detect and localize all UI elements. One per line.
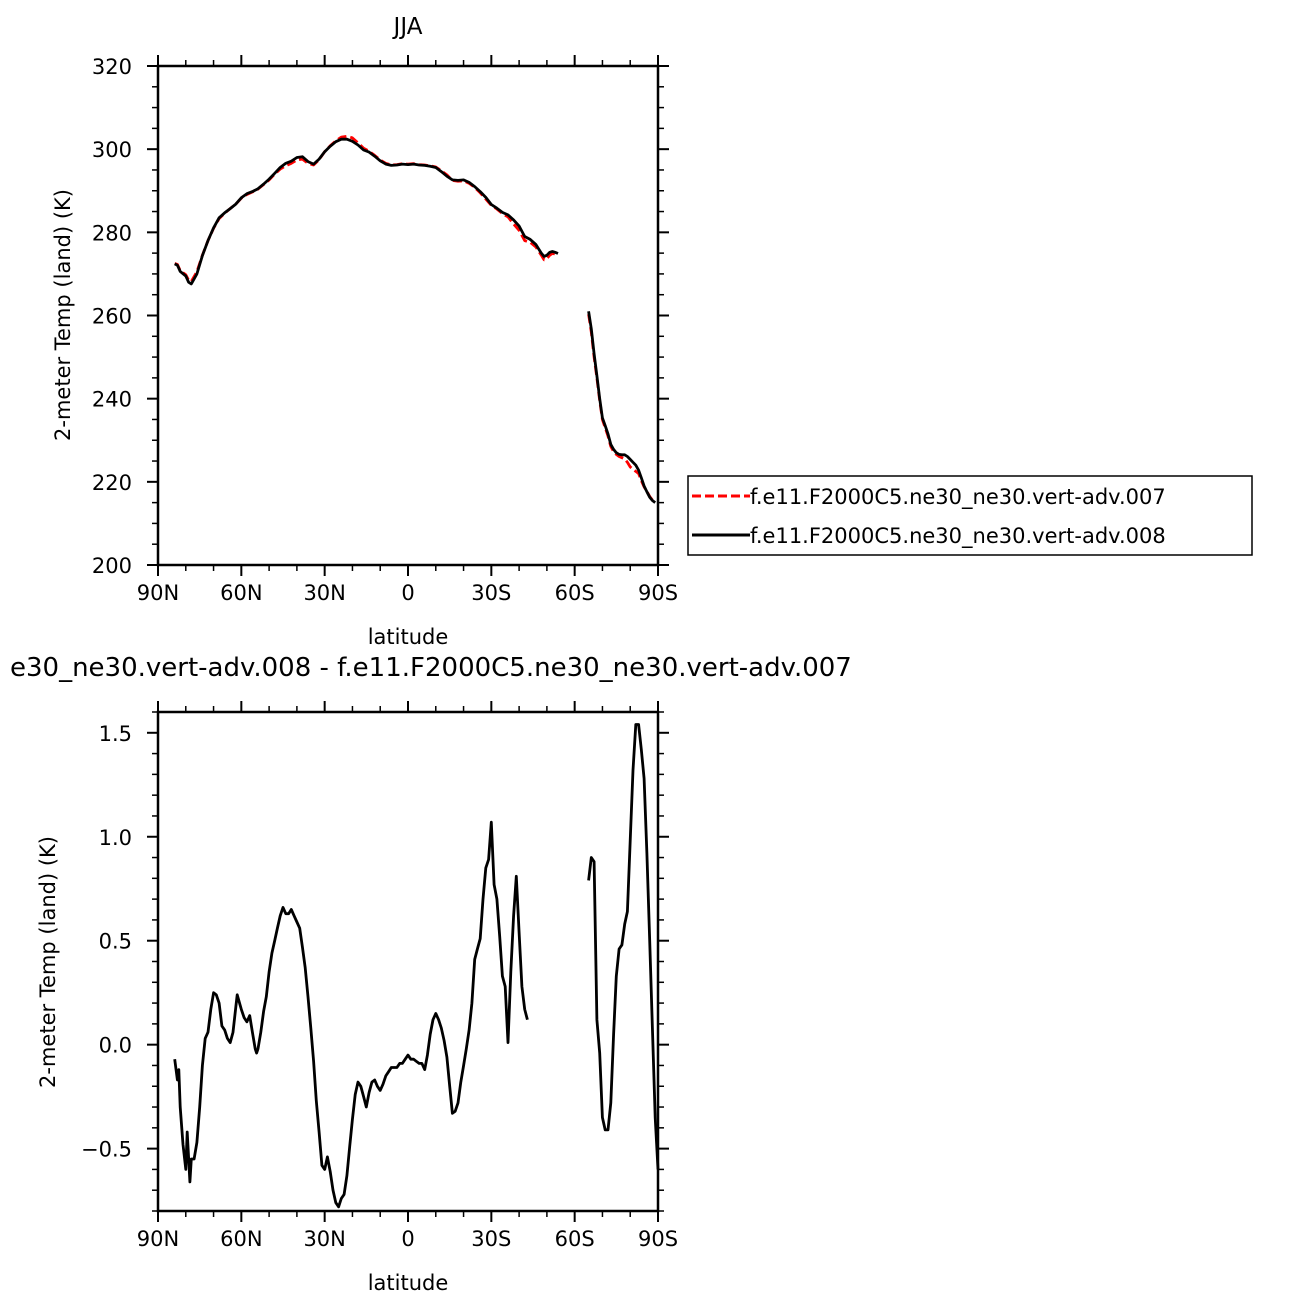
top-panel-x-tick-label: 90N <box>137 581 179 605</box>
legend-entry-008: f.e11.F2000C5.ne30_ne30.vert-adv.008 <box>750 524 1166 549</box>
bottom-panel-series-0-line-segment-1 <box>587 723 660 1170</box>
bottom-panel-y-tick-label: 0.5 <box>99 930 132 954</box>
bottom-panel-x-tick-label: 30N <box>303 1227 345 1251</box>
bottom-panel-x-tick-label: 90N <box>137 1227 179 1251</box>
bottom-panel-y-tick-label: 1.5 <box>99 722 132 746</box>
legend-box <box>687 475 1253 556</box>
top-panel-frame <box>156 64 660 567</box>
bottom-panel-y-axis-label: 2-meter Temp (land) (K) <box>36 836 60 1088</box>
top-panel-x-tick-label: 0 <box>401 581 414 605</box>
bottom-panel-y-tick-label: −0.5 <box>81 1138 132 1162</box>
bottom-panel-x-axis-label: latitude <box>368 1271 449 1295</box>
bottom-panel-x-tick-label: 90S <box>638 1227 678 1251</box>
bottom-panel-y-tick-label: 0.0 <box>99 1034 132 1058</box>
top-panel-y-tick-label: 220 <box>92 471 132 495</box>
bottom-panel-y-tick-label: 1.0 <box>99 826 132 850</box>
top-panel-series <box>174 134 657 504</box>
bottom-panel-series-0-line-segment-0 <box>173 820 529 1209</box>
top-panel-series-0-line-segment-1 <box>587 314 656 503</box>
top-panel-y-tick-label: 320 <box>92 55 132 79</box>
top-panel-series-1-line-segment-0 <box>174 137 559 286</box>
top-panel-y-tick-label: 240 <box>92 388 132 412</box>
top-panel-y-tick-label: 200 <box>92 554 132 578</box>
top-panel-x-tick-label: 30N <box>303 581 345 605</box>
top-panel-series-0-line-segment-0 <box>174 134 559 283</box>
bottom-panel-x-tick-label: 60S <box>555 1227 595 1251</box>
top-panel-x-tick-label: 60S <box>555 581 595 605</box>
top-panel-y-tick-label: 300 <box>92 138 132 162</box>
top-panel-y-tick-label: 280 <box>92 221 132 245</box>
top-panel-ticks: 90N 60N 30N 0 30S 60S 90S 200 220 240 260 280 300 320 <box>92 55 678 605</box>
bottom-panel-series <box>173 723 660 1209</box>
top-panel-title: JJA <box>392 14 423 40</box>
top-panel-x-tick-label: 60N <box>220 581 262 605</box>
top-panel-y-tick-label: 260 <box>92 305 132 329</box>
bottom-panel-x-tick-label: 60N <box>220 1227 262 1251</box>
top-panel-x-tick-label: 90S <box>638 581 678 605</box>
legend-entry-007: f.e11.F2000C5.ne30_ne30.vert-adv.007 <box>750 485 1166 510</box>
top-panel-series-1-line-segment-1 <box>587 311 657 504</box>
legend: f.e11.F2000C5.ne30_ne30.vert-adv.007 f.e… <box>687 475 1253 556</box>
bottom-panel-x-tick-label: 0 <box>401 1227 414 1251</box>
top-panel-y-axis-label: 2-meter Temp (land) (K) <box>51 189 75 441</box>
bottom-panel-title: e30_ne30.vert-adv.008 - f.e11.F2000C5.ne… <box>10 653 852 683</box>
bottom-panel-ticks: 90N 60N 30N 0 30S 60S 90S −0.5 0.0 0.5 1.0 1.5 <box>81 701 678 1251</box>
bottom-panel-frame <box>156 710 660 1213</box>
top-panel-x-axis-label: latitude <box>368 625 449 649</box>
bottom-panel-x-tick-label: 30S <box>471 1227 511 1251</box>
top-panel-x-tick-label: 30S <box>471 581 511 605</box>
